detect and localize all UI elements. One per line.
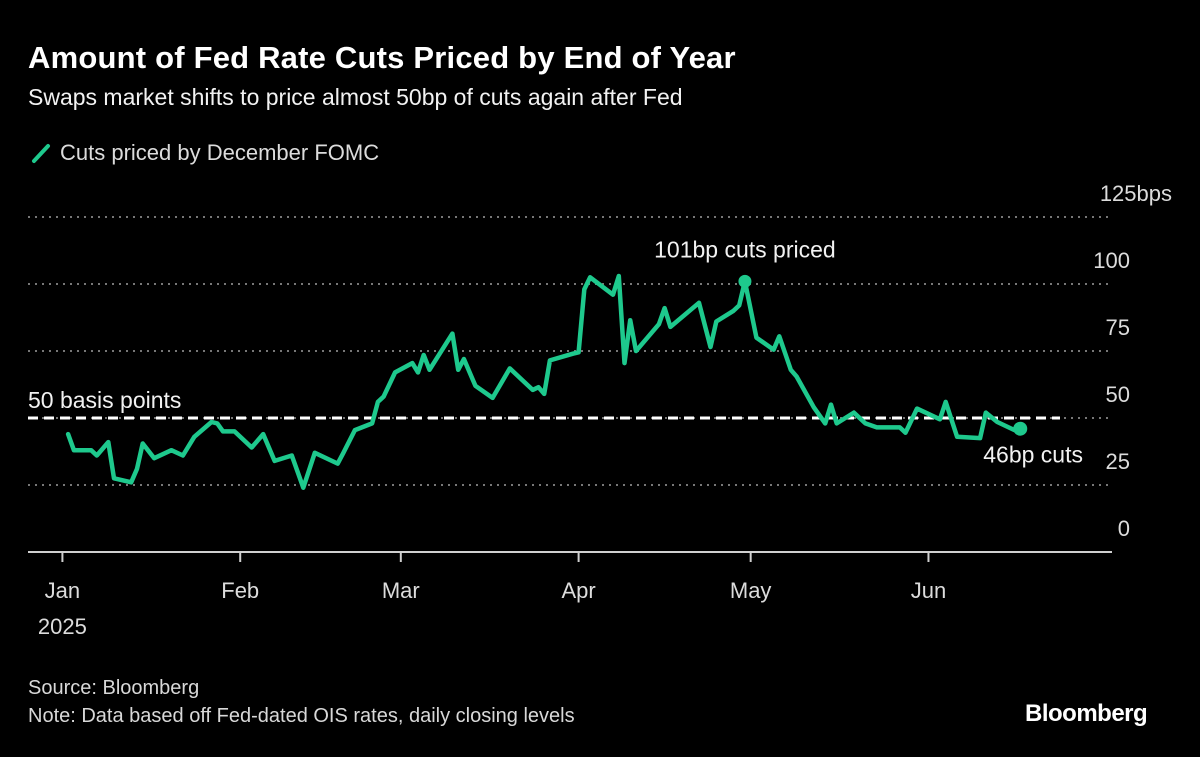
series-line-cuts-priced bbox=[65, 273, 1023, 490]
latest-marker bbox=[1013, 421, 1028, 436]
x-tick-label: Feb bbox=[221, 578, 259, 603]
y-tick-label: 25 bbox=[1106, 449, 1130, 474]
x-tick-label: May bbox=[730, 578, 772, 603]
chart-title: Amount of Fed Rate Cuts Priced by End of… bbox=[28, 40, 736, 75]
source-note: Source: Bloomberg bbox=[28, 677, 200, 699]
x-tick-year-label: 2025 bbox=[38, 614, 87, 639]
y-tick-label: 100 bbox=[1093, 248, 1130, 273]
peak-marker bbox=[738, 274, 752, 288]
x-tick-label: Jun bbox=[911, 578, 946, 603]
methodology-note: Note: Data based off Fed-dated OIS rates… bbox=[28, 705, 575, 727]
x-tick-label: Mar bbox=[382, 578, 420, 603]
x-tick-label: Jan bbox=[45, 578, 80, 603]
legend-label: Cuts priced by December FOMC bbox=[60, 140, 380, 165]
y-tick-label: 0 bbox=[1118, 516, 1130, 541]
legend: Cuts priced by December FOMC bbox=[30, 140, 379, 166]
legend-line-swatch-icon bbox=[32, 144, 50, 163]
y-tick-label: 125bps bbox=[1100, 181, 1172, 206]
chart-subtitle: Swaps market shifts to price almost 50bp… bbox=[28, 84, 683, 110]
y-tick-label: 75 bbox=[1106, 315, 1130, 340]
reference-line-label: 50 basis points bbox=[28, 387, 181, 413]
peak-annotation: 101bp cuts priced bbox=[654, 236, 836, 262]
x-tick-label: Apr bbox=[561, 578, 595, 603]
latest-annotation: 46bp cuts bbox=[983, 442, 1083, 468]
y-tick-label: 50 bbox=[1106, 382, 1130, 407]
bloomberg-logo: Bloomberg bbox=[1025, 700, 1148, 727]
